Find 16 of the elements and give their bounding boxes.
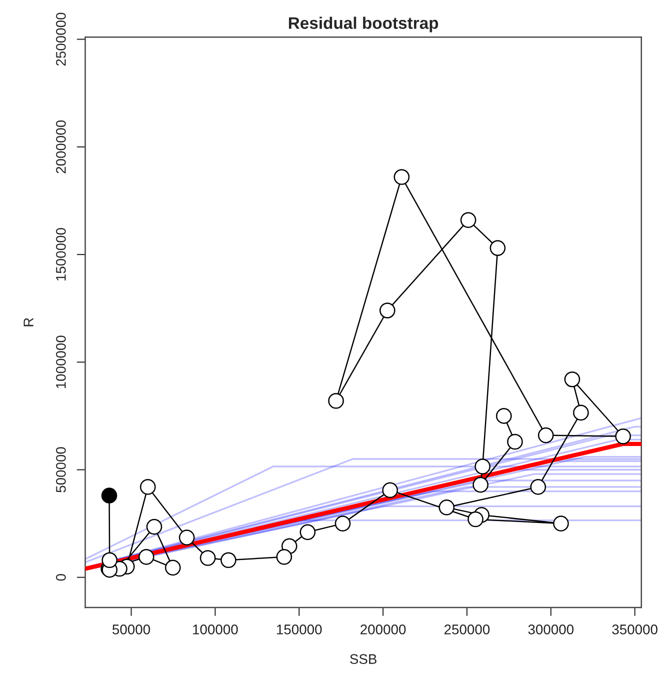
x-tick-label: 350000 <box>612 624 658 634</box>
y-tick-label: 1500000 <box>56 228 66 280</box>
x-tick-label: 250000 <box>444 624 490 634</box>
y-tick-label: 2000000 <box>56 120 66 174</box>
x-tick-label: 100000 <box>193 624 238 634</box>
y-tick-label: 500000 <box>56 447 66 492</box>
x-tick-label: 50000 <box>112 624 150 634</box>
x-tick-label: 150000 <box>276 624 322 634</box>
y-tick-label: 2500000 <box>56 12 66 66</box>
y-tick-label: 1000000 <box>56 336 66 388</box>
x-tick-label: 300000 <box>528 624 574 634</box>
y-axis-title: R <box>24 318 34 326</box>
chart-title: Residual bootstrap <box>288 16 438 32</box>
y-tick-label: 0 <box>56 574 66 581</box>
x-tick-label: 200000 <box>360 624 406 634</box>
x-axis-title: SSB <box>350 654 376 664</box>
